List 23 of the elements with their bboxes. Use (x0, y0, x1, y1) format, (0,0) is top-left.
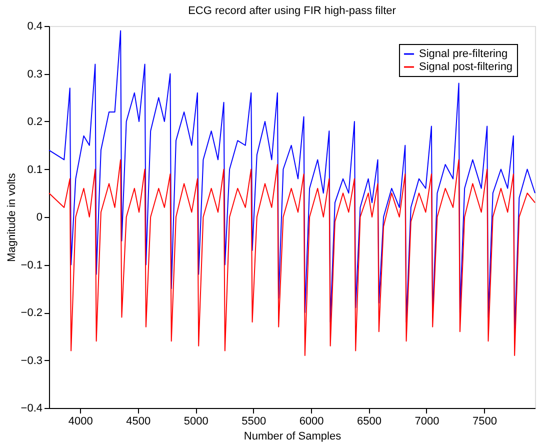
y-tick-label: 0 (36, 212, 42, 224)
line-series (48, 159, 536, 356)
x-tick-label: 6000 (299, 416, 324, 428)
chart-title: ECG record after using FIR high-pass filter (188, 5, 396, 17)
y-tick-label: 0.1 (27, 164, 42, 176)
x-tick-label: 4500 (126, 416, 151, 428)
y-tick-label: −0.1 (20, 259, 42, 272)
x-tick-label: 5500 (242, 416, 266, 428)
y-tick-label: 0.3 (27, 68, 42, 80)
x-axis-title: Number of Samples (244, 430, 342, 442)
y-tick-label: −0.4 (20, 402, 42, 414)
y-tick-label: 0.2 (27, 116, 42, 128)
y-tick-label: −0.3 (20, 354, 42, 367)
y-axis-title: Magnitude in volts (6, 172, 18, 262)
x-tick-label: 4000 (68, 416, 93, 428)
y-tick-label: 0.4 (27, 20, 42, 32)
x-tick-label: 7000 (414, 416, 440, 428)
legend-label: Signal pre-filtering (419, 48, 508, 60)
x-tick-label: 6500 (357, 416, 382, 428)
x-tick-label: 7500 (472, 416, 497, 428)
legend-label: Signal post-filtering (419, 61, 513, 73)
x-tick-label: 5000 (184, 416, 208, 428)
y-tick-label: −0.2 (20, 307, 42, 319)
